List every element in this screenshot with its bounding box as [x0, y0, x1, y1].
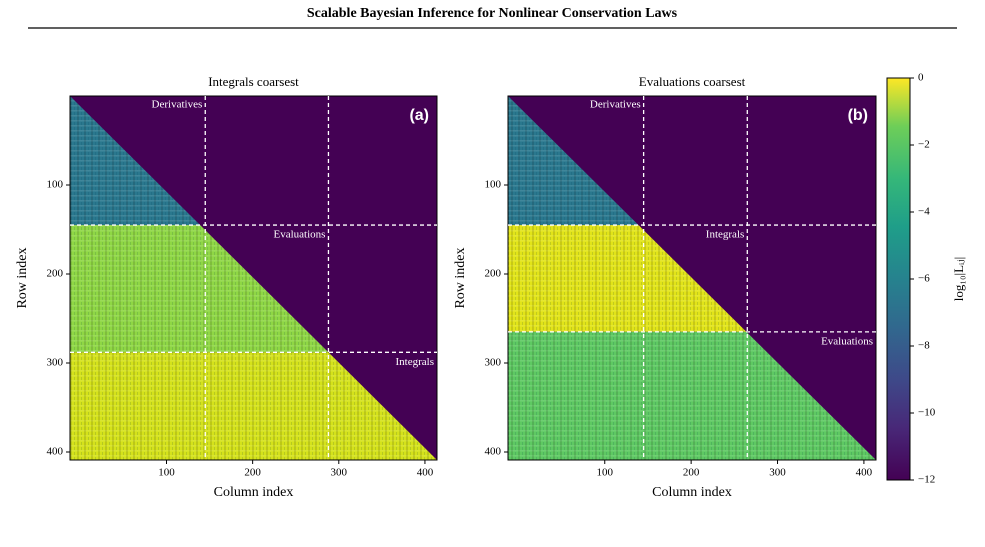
frame	[507, 95, 877, 461]
x-tick-label: 400	[417, 467, 434, 479]
panel-label: (b)	[848, 107, 868, 124]
y-tick-label: 300	[47, 357, 64, 369]
y-tick-label: 300	[485, 357, 502, 369]
colorbar-label: log₁₀|Lᵢⱼ|	[951, 257, 966, 301]
y-tick-label: 100	[47, 179, 64, 191]
y-tick-label: 200	[47, 268, 64, 280]
panel-title: Evaluations coarsest	[639, 74, 746, 89]
x-tick-label: 200	[244, 467, 261, 479]
x-tick-label: 100	[158, 467, 175, 479]
colorbar-tick-label: 0	[918, 72, 924, 84]
frame	[69, 95, 438, 461]
colorbar	[886, 77, 911, 481]
panel-title: Integrals coarsest	[208, 74, 299, 89]
y-axis-label: Row index	[15, 247, 30, 308]
block-label: Integrals	[396, 356, 434, 368]
colorbar-tick-label: −8	[918, 340, 930, 352]
colorbar-tick-label: −12	[918, 474, 935, 486]
page-title: Scalable Bayesian Inference for Nonlinea…	[307, 6, 678, 21]
y-tick-label: 400	[485, 446, 502, 458]
y-tick-label: 200	[485, 268, 502, 280]
y-tick-label: 100	[485, 179, 502, 191]
colorbar-tick-label: −6	[918, 273, 930, 285]
block-label: Evaluations	[274, 229, 326, 241]
colorbar-tick-label: −10	[918, 407, 936, 419]
x-tick-label: 400	[856, 467, 873, 479]
block-label: Integrals	[706, 229, 744, 241]
colorbar-tick-label: −4	[918, 206, 930, 218]
block-label: Derivatives	[152, 99, 203, 111]
x-axis-label: Column index	[214, 485, 294, 500]
block-label: Evaluations	[821, 335, 873, 347]
x-tick-label: 300	[769, 467, 786, 479]
y-axis-label: Row index	[453, 247, 468, 308]
x-tick-label: 100	[597, 467, 614, 479]
y-tick-label: 400	[47, 446, 64, 458]
x-tick-label: 300	[331, 467, 348, 479]
block-label: Derivatives	[590, 99, 641, 111]
panel-label: (a)	[409, 107, 429, 124]
x-axis-label: Column index	[652, 485, 732, 500]
colorbar-tick-label: −2	[918, 139, 930, 151]
x-tick-label: 200	[683, 467, 700, 479]
